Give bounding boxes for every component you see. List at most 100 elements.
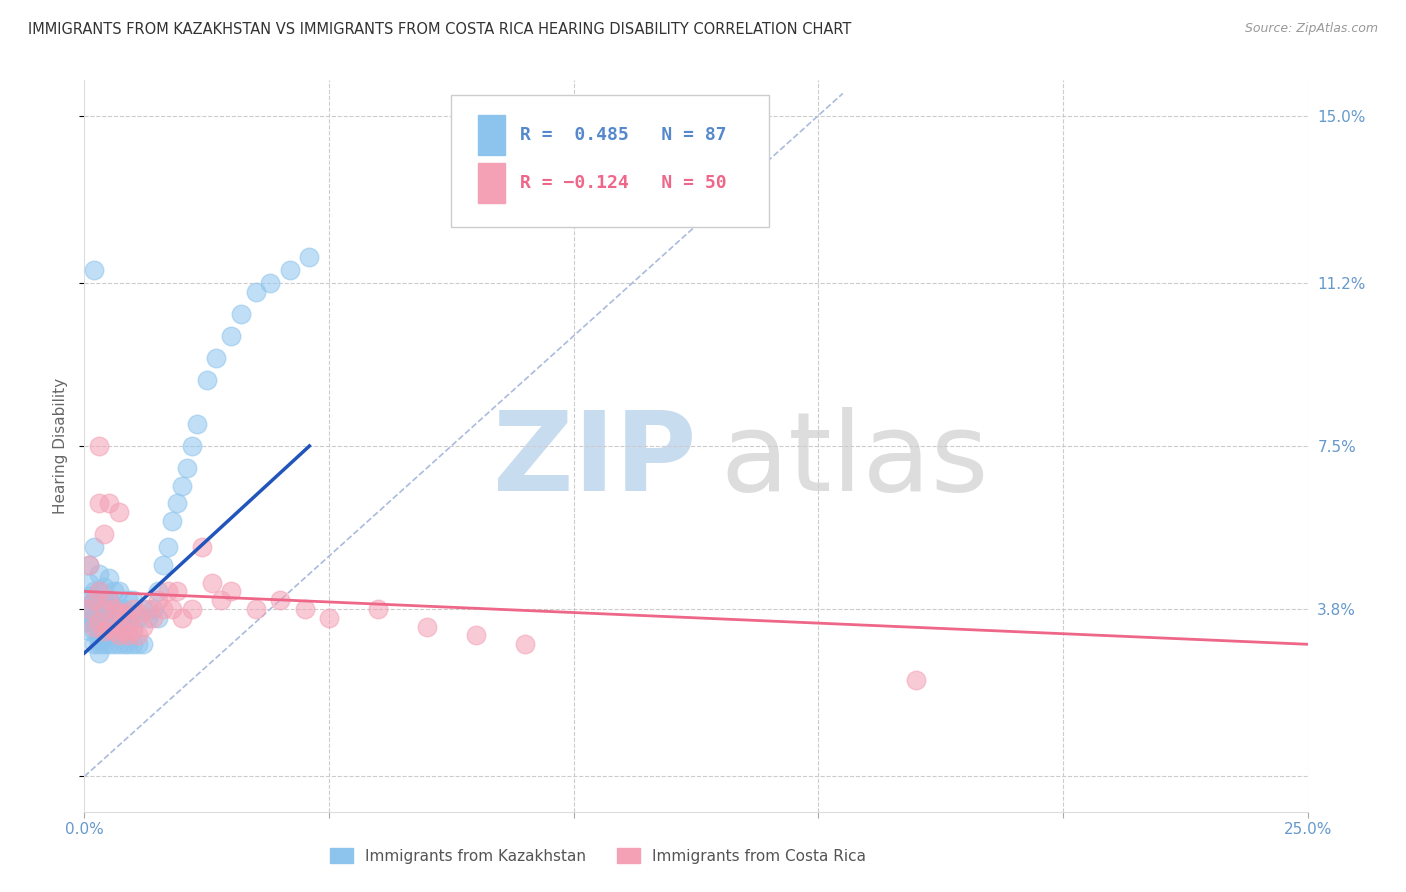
Point: [83, 602, 105, 616]
Point: [132, 602, 155, 616]
Point: [269, 593, 291, 607]
Point: [97, 637, 120, 651]
Point: [97, 602, 120, 616]
Point: [142, 602, 165, 616]
Point: [103, 628, 125, 642]
Point: [278, 262, 301, 277]
Point: [172, 478, 194, 492]
Point: [87, 628, 110, 642]
Point: [464, 628, 486, 642]
Point: [122, 593, 145, 607]
Point: [93, 620, 115, 634]
Point: [200, 575, 222, 590]
Point: [83, 593, 105, 607]
Point: [259, 276, 281, 290]
Point: [87, 615, 110, 630]
Point: [93, 527, 115, 541]
Point: [77, 589, 100, 603]
Point: [103, 637, 125, 651]
Point: [103, 611, 125, 625]
Point: [245, 285, 267, 299]
Point: [219, 329, 242, 343]
Point: [93, 580, 115, 594]
Point: [77, 598, 100, 612]
Point: [209, 593, 232, 607]
Point: [181, 439, 204, 453]
Point: [97, 628, 120, 642]
Point: [83, 584, 105, 599]
Point: [97, 620, 120, 634]
Text: R = −0.124   N = 50: R = −0.124 N = 50: [520, 174, 727, 192]
Point: [107, 602, 129, 616]
FancyBboxPatch shape: [478, 115, 505, 155]
Point: [146, 611, 169, 625]
Point: [195, 373, 218, 387]
Legend: Immigrants from Kazakhstan, Immigrants from Costa Rica: Immigrants from Kazakhstan, Immigrants f…: [325, 842, 872, 870]
FancyBboxPatch shape: [451, 95, 769, 227]
Point: [229, 307, 252, 321]
Point: [93, 611, 115, 625]
Point: [87, 615, 110, 630]
Point: [107, 615, 129, 630]
Text: atlas: atlas: [720, 407, 988, 514]
Point: [205, 351, 228, 365]
Point: [93, 602, 115, 616]
FancyBboxPatch shape: [478, 162, 505, 202]
Point: [905, 673, 928, 687]
Point: [146, 584, 169, 599]
Point: [245, 602, 267, 616]
Point: [107, 505, 129, 519]
Point: [97, 496, 120, 510]
Y-axis label: Hearing Disability: Hearing Disability: [53, 378, 69, 514]
Point: [117, 615, 139, 630]
Point: [97, 593, 120, 607]
Point: [103, 620, 125, 634]
Point: [97, 571, 120, 585]
Point: [87, 593, 110, 607]
Point: [83, 593, 105, 607]
Point: [77, 615, 100, 630]
Point: [294, 602, 316, 616]
Point: [83, 541, 105, 555]
Point: [103, 584, 125, 599]
Point: [127, 607, 149, 621]
Point: [83, 624, 105, 638]
Point: [87, 607, 110, 621]
Point: [142, 611, 165, 625]
Point: [117, 611, 139, 625]
Text: Source: ZipAtlas.com: Source: ZipAtlas.com: [1244, 22, 1378, 36]
Point: [87, 646, 110, 660]
Point: [93, 624, 115, 638]
Point: [298, 250, 321, 264]
Point: [93, 637, 115, 651]
Point: [112, 637, 135, 651]
Point: [97, 593, 120, 607]
Point: [77, 558, 100, 572]
Point: [122, 602, 145, 616]
Point: [127, 637, 149, 651]
Point: [122, 624, 145, 638]
Point: [127, 611, 149, 625]
Point: [162, 602, 184, 616]
Point: [107, 637, 129, 651]
Point: [107, 628, 129, 642]
Point: [77, 624, 100, 638]
Point: [318, 611, 340, 625]
Point: [219, 584, 242, 599]
Point: [77, 575, 100, 590]
Point: [166, 496, 188, 510]
Point: [127, 628, 149, 642]
Point: [117, 628, 139, 642]
Point: [77, 602, 100, 616]
Text: R =  0.485   N = 87: R = 0.485 N = 87: [520, 126, 727, 145]
Point: [93, 602, 115, 616]
Point: [87, 566, 110, 581]
Point: [87, 584, 110, 599]
Point: [112, 607, 135, 621]
Point: [136, 602, 159, 616]
Point: [152, 602, 174, 616]
Point: [146, 593, 169, 607]
Point: [103, 602, 125, 616]
Point: [87, 598, 110, 612]
Point: [181, 602, 204, 616]
